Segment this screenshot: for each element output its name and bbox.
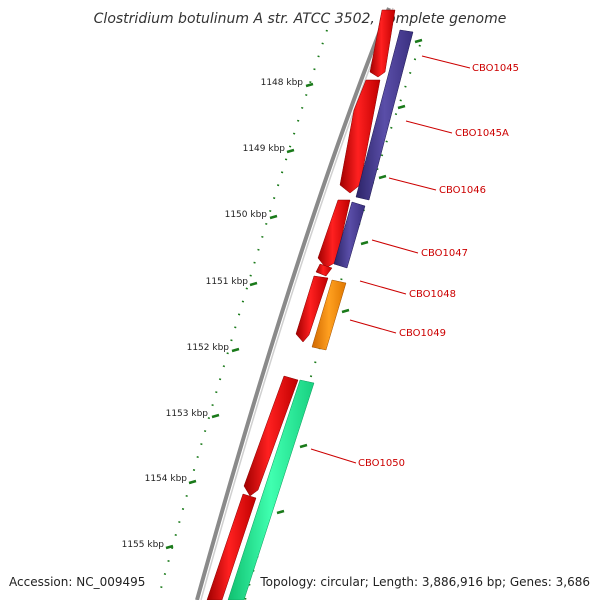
inner-major-ticks: [276, 38, 423, 515]
gene-labels: CBO1045 CBO1045A CBO1046 CBO1047 CBO1048…: [358, 63, 519, 469]
cds-bar[interactable]: [333, 201, 366, 269]
cds-teal[interactable]: [227, 379, 315, 600]
genome-summary-text: Topology: circular; Length: 3,886,916 bp…: [259, 575, 590, 589]
gene-leader-lines: [310, 55, 471, 464]
map-title: Clostridium botulinum A str. ATCC 3502, …: [94, 11, 507, 27]
tick-label: 1150 kbp: [225, 210, 268, 220]
cds-arrow[interactable]: [295, 275, 329, 343]
cds-forward-track: [206, 9, 396, 600]
tick-label: 1153 kbp: [166, 409, 209, 419]
backbone-inner-line: [200, 7, 394, 600]
gene-label[interactable]: CBO1049: [399, 328, 446, 339]
cds-bar[interactable]: [355, 29, 414, 201]
accession-text: Accession: NC_009495: [9, 575, 145, 589]
cds-arrow[interactable]: [315, 263, 333, 277]
gene-label[interactable]: CBO1045: [472, 63, 519, 74]
gene-label[interactable]: CBO1045A: [455, 128, 509, 139]
cds-arrow[interactable]: [339, 79, 381, 194]
tick-label: 1151 kbp: [206, 277, 249, 287]
gene-label[interactable]: CBO1046: [439, 185, 486, 196]
backbone-line: [195, 7, 391, 600]
cds-blue-track: [333, 29, 414, 269]
tick-label: 1149 kbp: [243, 144, 286, 154]
major-ticks: [165, 82, 314, 550]
gene-label[interactable]: CBO1050: [358, 458, 405, 469]
cds-arrow[interactable]: [243, 375, 299, 497]
cds-orange[interactable]: [311, 279, 347, 351]
cds-arrow[interactable]: [206, 493, 257, 600]
tick-label: 1154 kbp: [145, 474, 188, 484]
tick-labels: 1148 kbp 1149 kbp 1150 kbp 1151 kbp 1152…: [122, 78, 304, 550]
gene-label[interactable]: CBO1048: [409, 289, 456, 300]
tick-label: 1148 kbp: [261, 78, 304, 88]
gene-label[interactable]: CBO1047: [421, 248, 468, 259]
cds-arrow[interactable]: [317, 199, 351, 269]
tick-label: 1155 kbp: [122, 540, 165, 550]
tick-label: 1152 kbp: [187, 343, 230, 353]
cds-arrow[interactable]: [369, 9, 396, 78]
